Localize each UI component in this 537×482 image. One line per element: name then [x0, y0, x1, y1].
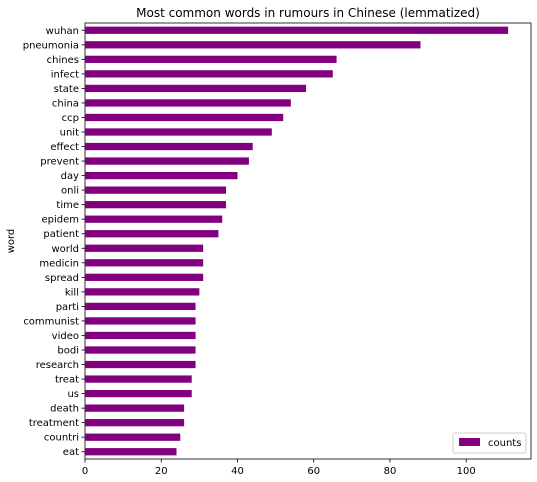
y-tick-label: effect: [50, 142, 79, 153]
y-tick-label: eat: [63, 447, 79, 458]
y-tick-label: medicin: [39, 258, 79, 269]
y-tick-label: countri: [44, 433, 79, 444]
x-tick-label: 0: [82, 466, 88, 477]
y-tick-label: research: [36, 360, 79, 371]
legend-label: counts: [488, 438, 521, 449]
bar-ccp: [85, 113, 284, 122]
bar-prevent: [85, 157, 249, 165]
bar-research: [85, 360, 196, 369]
bar-state: [85, 84, 307, 93]
x-tick-label: 20: [155, 466, 168, 477]
bar-communist: [85, 317, 196, 325]
bar-effect: [85, 142, 253, 151]
bar-infect: [85, 70, 333, 78]
bar-kill: [85, 288, 200, 296]
bar-onli: [85, 186, 227, 194]
x-tick-label: 60: [307, 466, 320, 477]
y-tick-label: chines: [47, 55, 79, 66]
bar-eat: [85, 448, 177, 456]
bar-day: [85, 171, 238, 180]
y-tick-label: treatment: [29, 418, 79, 429]
bar-chines: [85, 55, 337, 63]
y-tick-label: death: [50, 404, 79, 415]
y-tick-label: time: [56, 200, 79, 211]
bar-patient: [85, 230, 219, 238]
y-tick-label: bodi: [57, 346, 79, 357]
bar-bodi: [85, 346, 196, 354]
y-tick-label: pneumonia: [23, 40, 79, 51]
bar-spread: [85, 273, 204, 281]
y-tick-label: china: [52, 98, 79, 109]
y-tick-label: spread: [45, 273, 79, 284]
bar-death: [85, 404, 185, 412]
y-tick-label: parti: [56, 302, 79, 313]
y-tick-label: communist: [23, 316, 79, 327]
plot-frame: [84, 22, 532, 460]
chart-title: Most common words in rumours in Chinese …: [136, 6, 480, 20]
bar-video: [85, 331, 196, 340]
bar-world: [85, 244, 204, 252]
y-axis-label: word: [6, 229, 17, 254]
bar-treat: [85, 375, 192, 383]
x-tick-label: 100: [457, 466, 476, 477]
bar-us: [85, 389, 192, 398]
bar-unit: [85, 128, 272, 136]
bar-pneumonia: [85, 41, 421, 49]
y-tick-label: ccp: [62, 113, 79, 124]
bar-countri: [85, 433, 181, 441]
bar-time: [85, 201, 227, 209]
legend-swatch: [459, 438, 480, 446]
legend: counts: [452, 432, 527, 454]
y-tick-label: day: [61, 171, 79, 182]
y-tick-label: video: [52, 331, 79, 342]
y-tick-label: state: [54, 84, 79, 95]
y-tick-label: prevent: [40, 157, 79, 168]
x-axis-ticks: 0 20 40 60 80 100: [82, 459, 476, 477]
y-tick-label: kill: [65, 287, 79, 298]
y-tick-label: onli: [61, 186, 79, 197]
y-tick-label: us: [67, 389, 79, 400]
y-tick-label: wuhan: [46, 26, 79, 37]
bar-parti: [85, 302, 196, 311]
bar-treatment: [85, 419, 185, 427]
x-tick-label: 40: [231, 466, 244, 477]
bars-group: [85, 26, 509, 456]
bar-china: [85, 99, 291, 107]
y-tick-label: epidem: [41, 215, 79, 226]
x-tick-label: 80: [384, 466, 397, 477]
y-tick-label: treat: [55, 375, 79, 386]
y-tick-label: world: [51, 244, 79, 255]
bar-wuhan: [85, 26, 509, 34]
y-tick-label: patient: [43, 229, 79, 240]
bar-medicin: [85, 259, 204, 267]
y-tick-label: unit: [60, 128, 79, 139]
bar-epidem: [85, 215, 223, 223]
y-tick-label: infect: [51, 69, 79, 80]
y-axis-ticks: wuhan pneumonia chines infect state china ccp u…: [23, 26, 85, 458]
